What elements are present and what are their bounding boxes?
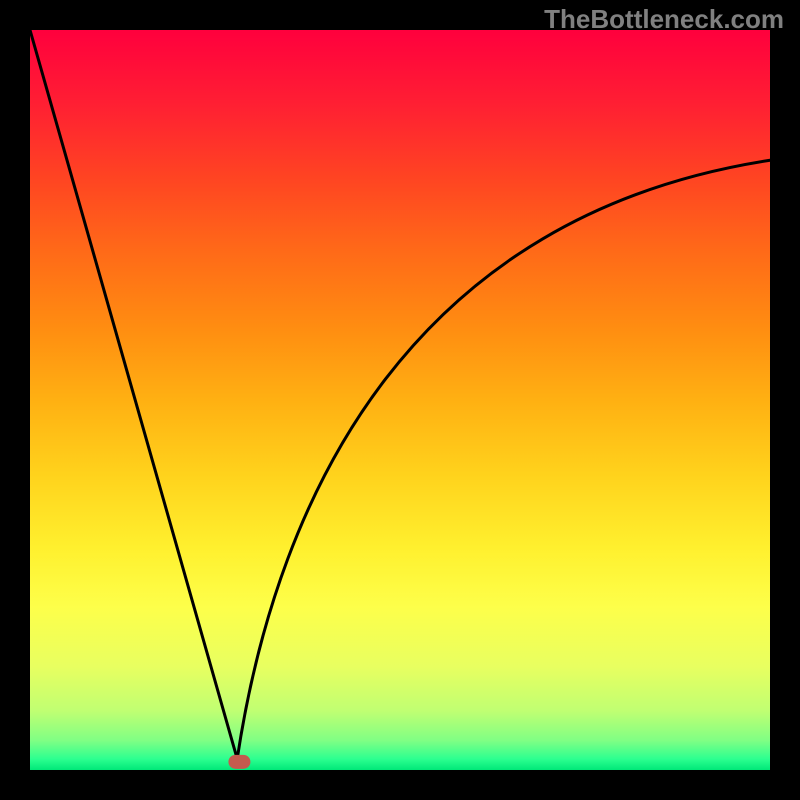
bottleneck-curve (30, 30, 770, 759)
watermark-text: TheBottleneck.com (544, 4, 784, 35)
optimum-marker (228, 755, 250, 769)
chart-container: TheBottleneck.com (0, 0, 800, 800)
curve-layer (0, 0, 800, 800)
